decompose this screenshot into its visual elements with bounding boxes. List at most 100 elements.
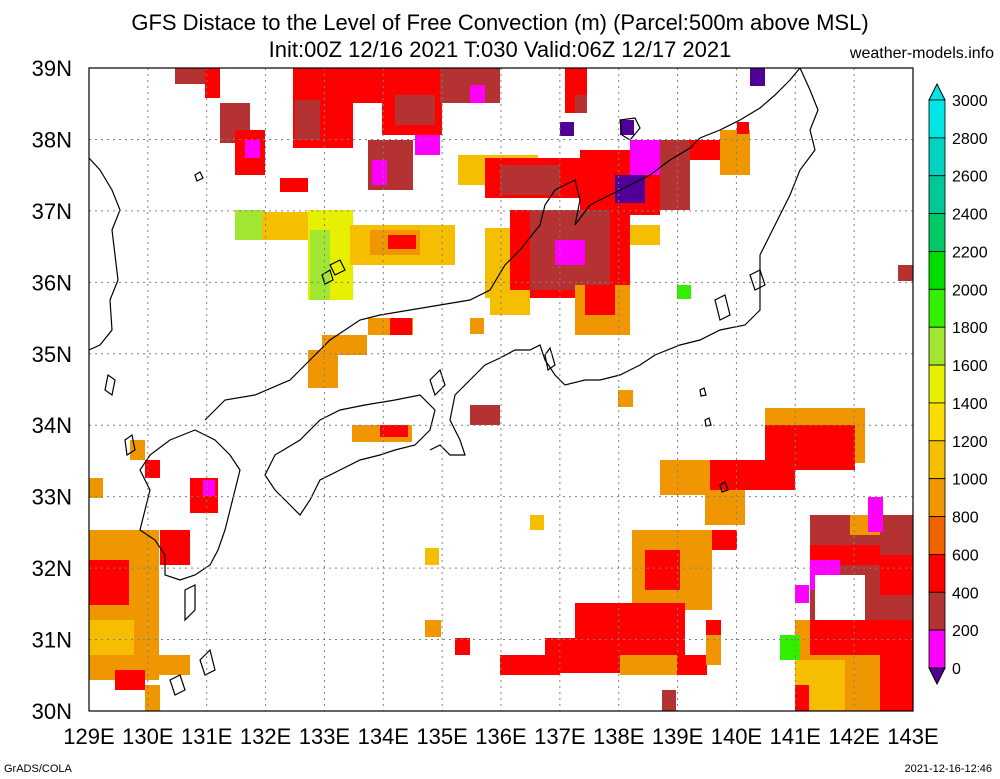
- field-patch: [235, 210, 265, 240]
- field-patch: [89, 620, 134, 655]
- field-patch: [415, 135, 440, 155]
- legend-swatch: [928, 137, 946, 177]
- field-patch: [645, 550, 680, 590]
- field-patch: [810, 620, 913, 655]
- chart-title: GFS Distace to the Level of Free Convect…: [131, 10, 869, 35]
- legend-label: 800: [952, 510, 979, 527]
- legend-label: 1400: [952, 396, 988, 413]
- legend-label: 2400: [952, 207, 988, 224]
- field-patch: [245, 140, 260, 158]
- field-patch: [203, 480, 215, 496]
- legend-swatch: [928, 440, 946, 480]
- legend-label: 3000: [952, 93, 988, 110]
- field-patch: [737, 122, 749, 134]
- coastline: [89, 68, 819, 696]
- legend-swatch: [928, 288, 946, 328]
- field-patch: [795, 585, 809, 603]
- lon-tick-label: 130E: [122, 724, 173, 749]
- lat-tick-label: 39N: [32, 56, 72, 81]
- field-patch: [470, 318, 484, 334]
- field-patch: [585, 285, 615, 315]
- field-patch: [388, 235, 416, 249]
- field-patch: [868, 497, 883, 532]
- lat-tick-label: 30N: [32, 699, 72, 724]
- field-patch: [372, 160, 387, 185]
- field-patch: [145, 460, 160, 478]
- coastline-island: [199, 648, 216, 676]
- field-patch: [130, 440, 145, 460]
- coastline-island: [169, 674, 186, 696]
- coastline-island: [194, 171, 204, 182]
- coastline-island: [329, 259, 346, 276]
- legend-label: 600: [952, 547, 979, 564]
- lon-tick-label: 135E: [416, 724, 467, 749]
- legend-swatch: [928, 516, 946, 555]
- lat-tick-label: 37N: [32, 199, 72, 224]
- field-patch: [705, 490, 745, 525]
- legend-label: 0: [952, 661, 961, 678]
- field-patch: [630, 225, 660, 245]
- field-patch: [89, 478, 103, 498]
- field-patch: [750, 68, 765, 86]
- field-patch: [880, 655, 913, 711]
- legend-label: 200: [952, 623, 979, 640]
- field-patch: [898, 265, 913, 281]
- field-patch: [618, 390, 633, 407]
- coastline-island: [124, 433, 136, 457]
- field-patch: [380, 425, 408, 437]
- lon-tick-label: 143E: [887, 724, 938, 749]
- field-patch: [308, 350, 338, 388]
- color-legend: 3000280026002400220020001800160014001200…: [928, 82, 988, 686]
- legend-swatch: [928, 99, 946, 139]
- field-patch: [262, 212, 312, 240]
- coastline-island: [749, 269, 766, 291]
- field-patch: [705, 460, 795, 490]
- lon-tick-label: 133E: [299, 724, 350, 749]
- lat-tick-label: 38N: [32, 127, 72, 152]
- legend-label: 2600: [952, 169, 988, 186]
- coastline-island: [184, 584, 196, 622]
- legend-label: 400: [952, 585, 979, 602]
- field-patch: [470, 85, 485, 103]
- lon-tick-label: 131E: [181, 724, 232, 749]
- lon-tick-label: 138E: [593, 724, 644, 749]
- lat-tick-label: 33N: [32, 485, 72, 510]
- field-patch: [115, 670, 145, 690]
- field-patch: [470, 405, 500, 425]
- legend-label: 1200: [952, 434, 988, 451]
- legend-swatch: [928, 326, 946, 366]
- coastline-honshu-north: [204, 68, 801, 421]
- lon-tick-label: 137E: [534, 724, 585, 749]
- footer-timestamp: 2021-12-16-12:46: [904, 763, 992, 775]
- field-patch: [145, 685, 160, 711]
- coastline-island: [429, 368, 446, 397]
- site-credit: weather-models.info: [849, 45, 994, 62]
- field-patch: [390, 318, 412, 335]
- coastline-sado: [619, 117, 641, 141]
- field-patch: [455, 638, 470, 655]
- legend-arrow-bottom: [928, 667, 946, 686]
- lon-tick-label: 129E: [63, 724, 114, 749]
- field-patch: [660, 460, 710, 495]
- coastline-honshu-east: [429, 68, 819, 456]
- lon-tick-label: 142E: [828, 724, 879, 749]
- lat-tick-label: 34N: [32, 413, 72, 438]
- legend-swatch: [928, 213, 946, 252]
- legend-swatch: [928, 402, 946, 442]
- coastline-korea: [89, 157, 121, 351]
- lon-tick-label: 134E: [358, 724, 409, 749]
- legend-swatch: [928, 554, 946, 593]
- map-grid: [89, 68, 913, 711]
- lon-axis: 129E 130E 131E 132E 133E 134E 135E 136E 137E 138E…: [63, 724, 938, 749]
- coastline-island: [704, 417, 712, 427]
- lat-axis: 39N 38N 37N 36N 35N 34N 33N 32N 31N 30N: [32, 56, 72, 724]
- legend-label: 2800: [952, 131, 988, 148]
- coastline-kyushu: [139, 429, 241, 581]
- field-patch: [880, 555, 913, 595]
- field-patch: [662, 690, 676, 711]
- field-patch: [720, 130, 750, 175]
- legend-arrow-top: [928, 82, 946, 101]
- field-patch: [425, 548, 439, 565]
- lat-tick-label: 31N: [32, 628, 72, 653]
- legend-swatch: [928, 478, 946, 517]
